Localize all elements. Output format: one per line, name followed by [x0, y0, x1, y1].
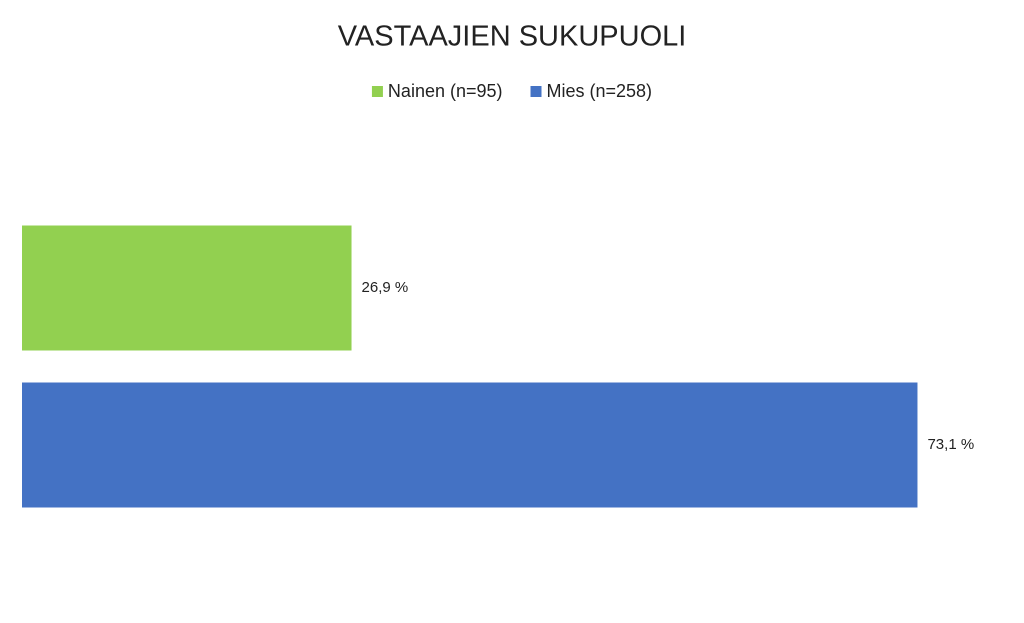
- legend: Nainen (n=95) Mies (n=258): [371, 81, 653, 101]
- chart-title: VASTAAJIEN SUKUPUOLI: [338, 21, 687, 53]
- value-label: 26,9 %: [362, 279, 409, 296]
- value-label: 73,1 %: [927, 436, 974, 453]
- legend-swatch: [530, 86, 542, 97]
- legend-label: Mies (n=258): [547, 81, 653, 101]
- bar: [22, 382, 918, 508]
- legend-swatch: [371, 86, 383, 97]
- legend-label: Nainen (n=95): [388, 81, 503, 101]
- bar: [22, 225, 352, 351]
